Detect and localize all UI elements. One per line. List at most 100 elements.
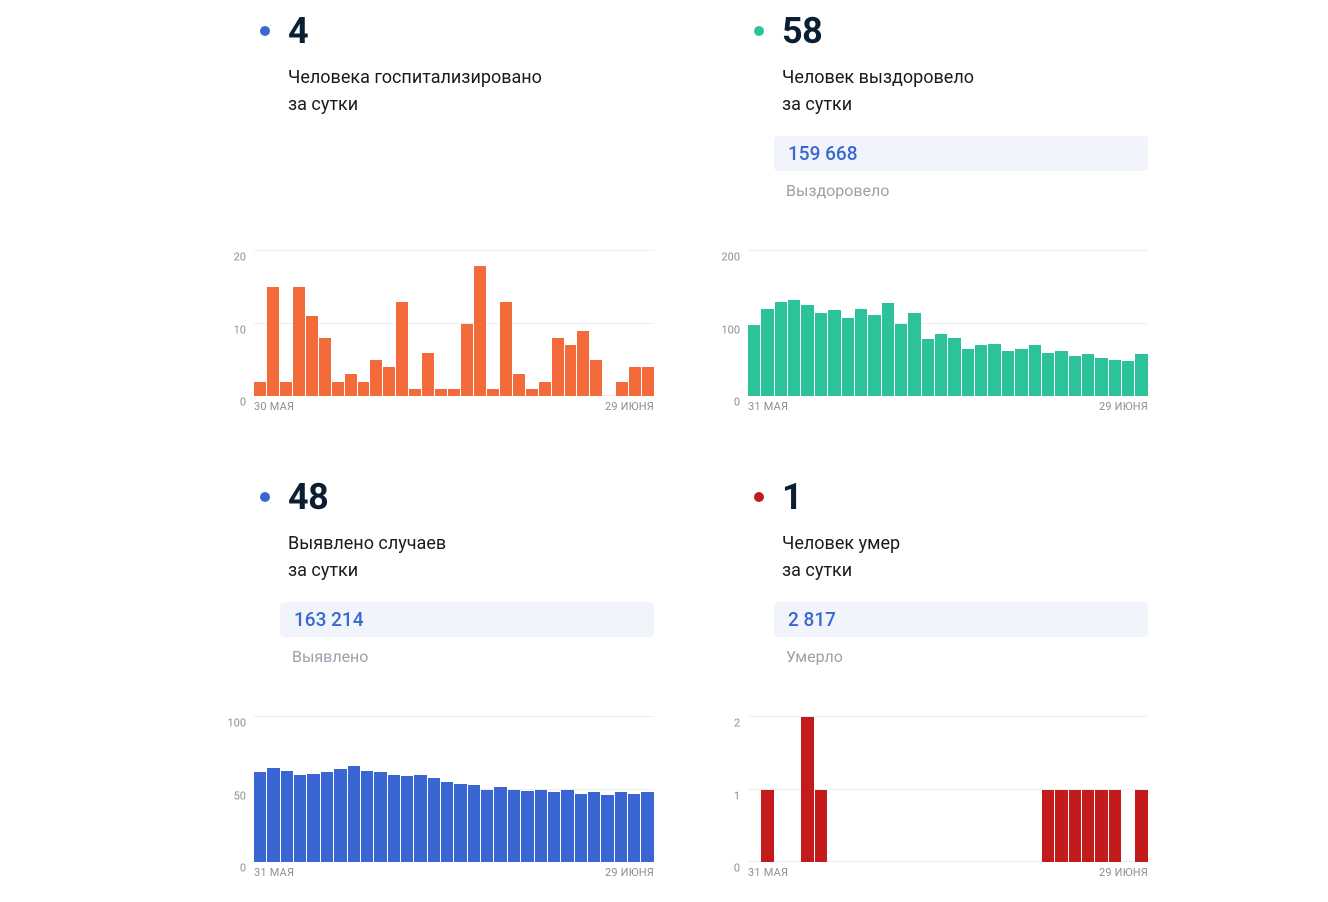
bar	[388, 775, 400, 862]
total-label: Умерло	[786, 647, 1148, 666]
bar	[526, 389, 538, 396]
bar	[1002, 351, 1014, 396]
bar	[1095, 790, 1107, 863]
bar	[1015, 349, 1027, 396]
y-tick: 20	[234, 251, 246, 264]
stat-value: 1	[782, 476, 802, 518]
bar	[815, 790, 827, 863]
bar	[788, 300, 800, 396]
bar	[513, 374, 525, 396]
bar	[500, 302, 512, 396]
bar	[565, 345, 577, 396]
subtitle-line: за сутки	[782, 91, 1148, 118]
stat-value: 4	[288, 10, 308, 52]
bar	[628, 794, 640, 862]
stat-subtitle: Человек умерза сутки	[782, 530, 1148, 584]
y-tick: 0	[240, 396, 246, 409]
headline: 58	[754, 10, 1148, 52]
stat-value: 58	[782, 10, 822, 52]
total-badge: 159 668	[774, 136, 1148, 171]
bar	[396, 302, 408, 396]
bar	[345, 374, 357, 396]
x-label-end: 29 ИЮНЯ	[605, 400, 654, 416]
bar	[642, 367, 654, 396]
bar	[494, 787, 506, 862]
bar	[535, 790, 547, 863]
bar	[801, 717, 813, 862]
total-badge: 2 817	[774, 602, 1148, 637]
bar	[1109, 360, 1121, 396]
bar	[422, 353, 434, 397]
bar	[1122, 361, 1134, 396]
subtitle-line: Человек выздоровело	[782, 64, 1148, 91]
bar	[383, 367, 395, 396]
y-axis: 012	[714, 717, 744, 862]
bar	[761, 309, 773, 396]
x-label-start: 30 МАЯ	[254, 400, 294, 416]
y-tick: 1	[734, 789, 740, 802]
bar	[922, 339, 934, 396]
stat-subtitle: Человек выздоровелоза сутки	[782, 64, 1148, 118]
bar	[1082, 354, 1094, 396]
bar	[267, 768, 279, 862]
bar	[374, 772, 386, 862]
bar	[1135, 790, 1147, 863]
bar	[552, 338, 564, 396]
headline: 1	[754, 476, 1148, 518]
subtitle-line: Человек умер	[782, 530, 1148, 557]
y-tick: 50	[234, 789, 246, 802]
bar	[280, 382, 292, 397]
bar	[361, 771, 373, 862]
bar	[334, 769, 346, 862]
x-axis: 31 МАЯ29 ИЮНЯ	[254, 866, 654, 882]
bar	[855, 309, 867, 396]
bar	[332, 382, 344, 397]
bar	[1082, 790, 1094, 863]
panel-cases: 48Выявлено случаевза сутки163 214Выявлен…	[220, 476, 654, 882]
bar	[414, 775, 426, 862]
bar	[481, 790, 493, 863]
chart-cases: 05010031 МАЯ29 ИЮНЯ	[220, 717, 654, 882]
bar	[428, 778, 440, 862]
y-axis: 01020	[220, 251, 250, 396]
subtitle-line: Человека госпитализировано	[288, 64, 654, 91]
headline: 4	[260, 10, 654, 52]
bar	[641, 792, 653, 862]
y-tick: 0	[240, 862, 246, 875]
x-label-end: 29 ИЮНЯ	[1099, 866, 1148, 882]
bar	[1135, 354, 1147, 396]
y-axis: 050100	[220, 717, 250, 862]
bar	[281, 771, 293, 862]
dot-icon	[260, 492, 270, 502]
bar	[1069, 790, 1081, 863]
y-axis: 0100200	[714, 251, 744, 396]
bar	[1109, 790, 1121, 863]
bar	[748, 325, 760, 396]
bar	[321, 772, 333, 862]
x-axis: 31 МАЯ29 ИЮНЯ	[748, 866, 1148, 882]
bar	[539, 382, 551, 397]
bar	[590, 360, 602, 396]
bar	[828, 310, 840, 396]
bar	[508, 790, 520, 863]
subtitle-line: за сутки	[288, 557, 654, 584]
stat-value: 48	[288, 476, 328, 518]
bar	[588, 792, 600, 862]
bar	[461, 324, 473, 397]
bar	[1042, 790, 1054, 863]
plot-area	[254, 251, 654, 396]
bar	[254, 772, 266, 862]
bar	[775, 302, 787, 396]
stat-subtitle: Выявлено случаевза сутки	[288, 530, 654, 584]
bar	[908, 313, 920, 396]
bar	[307, 774, 319, 862]
bar	[882, 303, 894, 396]
y-tick: 200	[721, 251, 740, 264]
bar	[306, 316, 318, 396]
stat-subtitle: Человека госпитализированоза сутки	[288, 64, 654, 118]
bar	[975, 345, 987, 396]
bar	[474, 266, 486, 397]
bar	[358, 382, 370, 397]
bar	[348, 766, 360, 862]
dot-icon	[754, 26, 764, 36]
